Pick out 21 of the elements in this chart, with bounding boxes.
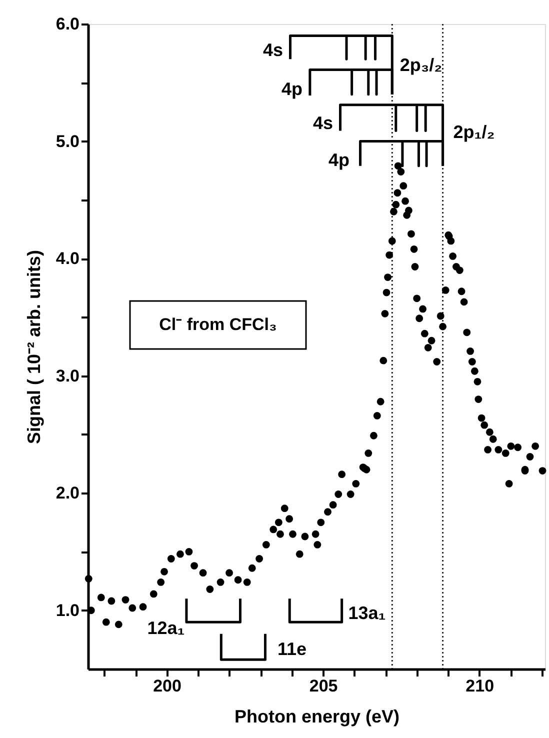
annotation: 4s xyxy=(262,40,284,60)
annotation: 4p xyxy=(281,79,303,99)
annotation: 11e xyxy=(277,639,307,659)
y-tick-label: 4.0 xyxy=(56,249,80,268)
annotation: Cl⁻ from CFCl₃ xyxy=(159,315,277,334)
y-tick-label: 1.0 xyxy=(56,600,80,620)
x-tick-label: 200 xyxy=(153,676,182,696)
annotation: 12a₁ xyxy=(147,618,185,638)
x-tick-label: 210 xyxy=(466,676,494,696)
y-tick-label: 3.0 xyxy=(56,366,80,386)
annotation: 2p₁/₂ xyxy=(453,122,495,142)
y-tick-label: 6.0 xyxy=(56,14,80,34)
annotation: 2p₃/₂ xyxy=(400,55,442,75)
annotation: 4p xyxy=(328,150,350,170)
y-tick-label: 5.0 xyxy=(56,132,80,151)
annotation: 4s xyxy=(312,113,334,133)
y-tick-label: 2.0 xyxy=(56,484,80,503)
annotation: 13a₁ xyxy=(348,603,386,623)
y-axis-title: Signal ( 10⁻² arb. units) xyxy=(24,250,44,444)
x-tick-label: 205 xyxy=(309,676,338,696)
x-axis-title: Photon energy (eV) xyxy=(234,706,400,726)
